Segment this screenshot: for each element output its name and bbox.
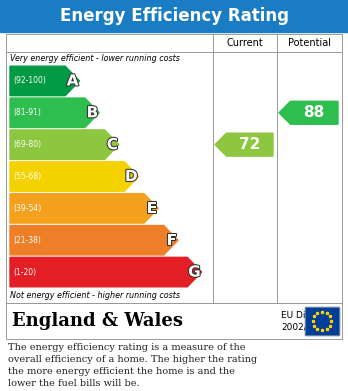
Polygon shape bbox=[10, 194, 158, 223]
Text: B: B bbox=[87, 105, 98, 120]
Text: C: C bbox=[107, 137, 118, 152]
Text: Not energy efficient - higher running costs: Not energy efficient - higher running co… bbox=[10, 291, 180, 300]
Text: Energy Efficiency Rating: Energy Efficiency Rating bbox=[60, 7, 288, 25]
Polygon shape bbox=[279, 101, 338, 124]
Text: (1-20): (1-20) bbox=[13, 267, 36, 276]
Polygon shape bbox=[10, 130, 119, 160]
Text: (21-38): (21-38) bbox=[13, 236, 41, 245]
Text: (69-80): (69-80) bbox=[13, 140, 41, 149]
Polygon shape bbox=[10, 226, 178, 255]
Text: 2002/91/EC: 2002/91/EC bbox=[281, 322, 333, 331]
Text: D: D bbox=[125, 169, 137, 184]
Text: A: A bbox=[67, 74, 79, 88]
Text: The energy efficiency rating is a measure of the
overall efficiency of a home. T: The energy efficiency rating is a measur… bbox=[8, 343, 257, 388]
Text: 72: 72 bbox=[239, 137, 260, 152]
Polygon shape bbox=[215, 133, 273, 156]
Text: EU Directive: EU Directive bbox=[281, 311, 337, 320]
Polygon shape bbox=[10, 162, 139, 191]
Text: England & Wales: England & Wales bbox=[12, 312, 183, 330]
Text: Very energy efficient - lower running costs: Very energy efficient - lower running co… bbox=[10, 54, 180, 63]
Bar bbox=[0, 0, 348, 32]
Text: (81-91): (81-91) bbox=[13, 108, 41, 117]
Text: (39-54): (39-54) bbox=[13, 204, 41, 213]
Polygon shape bbox=[10, 98, 99, 127]
Text: Current: Current bbox=[227, 38, 263, 48]
Text: Potential: Potential bbox=[288, 38, 331, 48]
Text: (55-68): (55-68) bbox=[13, 172, 41, 181]
Text: E: E bbox=[147, 201, 157, 216]
Text: (92-100): (92-100) bbox=[13, 76, 46, 85]
Bar bbox=[305, 307, 339, 335]
Bar bbox=[6, 303, 342, 339]
Text: F: F bbox=[167, 233, 177, 248]
Polygon shape bbox=[10, 257, 201, 287]
Text: 88: 88 bbox=[303, 105, 325, 120]
Bar bbox=[305, 307, 339, 335]
Text: G: G bbox=[188, 265, 201, 280]
Bar bbox=[6, 34, 342, 303]
Polygon shape bbox=[10, 66, 79, 96]
